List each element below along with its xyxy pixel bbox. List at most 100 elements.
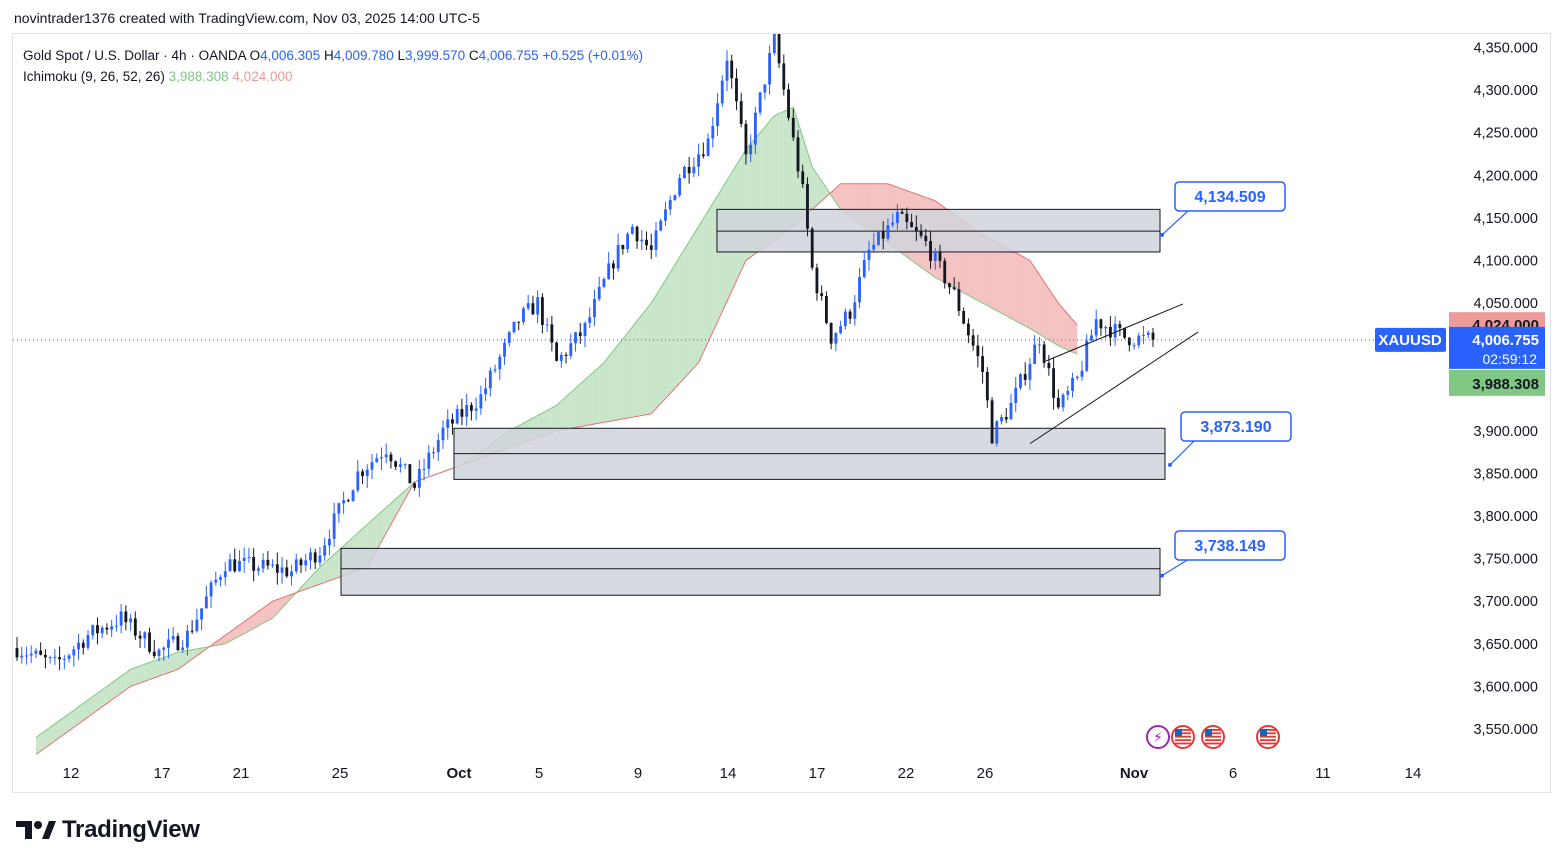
callout-label: 3,738.149 bbox=[1194, 538, 1265, 555]
high-value: 4,009.780 bbox=[334, 48, 394, 63]
price-callout[interactable]: 3,738.149 bbox=[1160, 531, 1285, 578]
low-value: 3,999.570 bbox=[405, 48, 465, 63]
candle-body bbox=[863, 260, 866, 277]
ichimoku-cloud-segment bbox=[1063, 309, 1068, 350]
y-tick-label: 4,350.000 bbox=[1473, 41, 1538, 57]
candle-body bbox=[697, 154, 700, 166]
candle-body bbox=[659, 221, 662, 231]
callout-anchor-dot bbox=[1168, 463, 1172, 467]
ichimoku-cloud-segment bbox=[699, 219, 704, 363]
candle-body bbox=[763, 84, 766, 92]
candle-body bbox=[801, 171, 804, 184]
candle-body bbox=[1104, 327, 1107, 328]
footer-brand[interactable]: TradingView bbox=[62, 816, 200, 844]
candle-body bbox=[626, 234, 629, 249]
flag-canton bbox=[1175, 729, 1182, 736]
y-tick-label: 3,900.000 bbox=[1473, 424, 1538, 440]
ichimoku-cloud-segment bbox=[590, 371, 595, 425]
ichimoku-cloud-segment bbox=[1006, 248, 1011, 319]
candle-body bbox=[882, 231, 885, 238]
candle-body bbox=[210, 583, 213, 597]
candle-body bbox=[617, 245, 620, 268]
ichimoku-cloud-segment bbox=[594, 367, 599, 424]
current-price-tag: 4,006.755 02:59:12 bbox=[1449, 327, 1545, 369]
candle-body bbox=[678, 178, 681, 195]
indicator-title[interactable]: Ichimoku (9, 26, 52, 26) bbox=[23, 69, 165, 84]
x-tick-label: 5 bbox=[535, 765, 543, 782]
candle-body bbox=[584, 323, 587, 336]
candle-body bbox=[953, 287, 956, 289]
candle-body bbox=[721, 81, 724, 104]
candle-body bbox=[262, 560, 265, 569]
candle-body bbox=[432, 452, 435, 453]
candle-body bbox=[541, 297, 544, 325]
candle-body bbox=[1071, 378, 1074, 391]
candle-body bbox=[967, 324, 970, 336]
candle-body bbox=[257, 568, 260, 570]
candle-body bbox=[205, 596, 208, 608]
candle-body bbox=[484, 388, 487, 394]
ichimoku-cloud-segment bbox=[1068, 314, 1073, 352]
x-tick-label: 17 bbox=[154, 765, 171, 782]
candle-body bbox=[1123, 328, 1126, 338]
ichimoku-cloud-segment bbox=[145, 663, 150, 682]
economic-event-lightning-icon[interactable]: ⚡ bbox=[1147, 726, 1169, 748]
candle-body bbox=[337, 503, 340, 513]
candle-body bbox=[153, 652, 156, 656]
candle-body bbox=[115, 626, 118, 627]
ichimoku-cloud-segment bbox=[1002, 245, 1007, 316]
y-tick-label: 3,650.000 bbox=[1473, 637, 1538, 653]
candle-body bbox=[910, 222, 913, 227]
economic-event-flag-icon[interactable] bbox=[1257, 726, 1279, 748]
symbol-tag-label: XAUUSD bbox=[1378, 332, 1442, 349]
candle-body bbox=[735, 78, 738, 101]
ichimoku-cloud-segment bbox=[689, 234, 694, 373]
candle-body bbox=[527, 303, 530, 308]
candle-body bbox=[636, 227, 639, 242]
candle-body bbox=[172, 636, 175, 639]
ichimoku-cloud-segment bbox=[599, 363, 604, 423]
candle-body bbox=[465, 405, 468, 417]
callout-label: 3,873.190 bbox=[1200, 419, 1271, 436]
candle-body bbox=[39, 651, 42, 655]
candle-body bbox=[323, 545, 326, 555]
symbol-title[interactable]: Gold Spot / U.S. Dollar · 4h · OANDA bbox=[23, 48, 246, 63]
ichimoku-cloud-segment bbox=[1020, 255, 1025, 326]
economic-event-flag-icon[interactable] bbox=[1202, 726, 1224, 748]
candle-body bbox=[754, 113, 757, 145]
candle-body bbox=[830, 323, 833, 344]
ichimoku-cloud-segment bbox=[1035, 268, 1040, 335]
candle-body bbox=[101, 628, 104, 634]
candle-body bbox=[475, 408, 478, 410]
candle-body bbox=[333, 514, 336, 539]
candle-body bbox=[1057, 398, 1060, 407]
candle-body bbox=[853, 302, 856, 318]
candle-body bbox=[792, 118, 795, 138]
candle-body bbox=[366, 470, 369, 476]
price-chart[interactable]: 4,134.509 3,873.190 3,738.149 3,550.000 3,60… bbox=[13, 34, 1552, 794]
candle-body bbox=[461, 409, 464, 417]
support-resistance-zone bbox=[341, 548, 1160, 595]
candle-body bbox=[1000, 417, 1003, 421]
candle-body bbox=[49, 657, 52, 658]
candle-body bbox=[1142, 335, 1145, 336]
price-callout[interactable]: 3,873.190 bbox=[1168, 412, 1291, 467]
candle-body bbox=[1081, 371, 1084, 377]
candle-body bbox=[418, 469, 421, 488]
candle-body bbox=[96, 625, 99, 633]
candle-body bbox=[328, 539, 331, 546]
chart-frame[interactable]: 4,134.509 3,873.190 3,738.149 3,550.000 3,60… bbox=[12, 33, 1551, 793]
ichimoku-cloud-segment bbox=[1030, 260, 1035, 331]
candle-body bbox=[730, 61, 733, 79]
economic-event-flag-icon[interactable] bbox=[1172, 726, 1194, 748]
candle-body bbox=[248, 557, 251, 558]
price-callout[interactable]: 4,134.509 bbox=[1160, 182, 1285, 237]
candle-body bbox=[72, 649, 75, 655]
candle-body bbox=[390, 454, 393, 461]
ichimoku-cloud-segment bbox=[377, 512, 382, 550]
candle-body bbox=[177, 636, 180, 650]
candle-body bbox=[806, 184, 809, 229]
candle-body bbox=[939, 252, 942, 261]
y-tick-label: 4,250.000 bbox=[1473, 126, 1538, 142]
candle-body bbox=[565, 355, 568, 356]
